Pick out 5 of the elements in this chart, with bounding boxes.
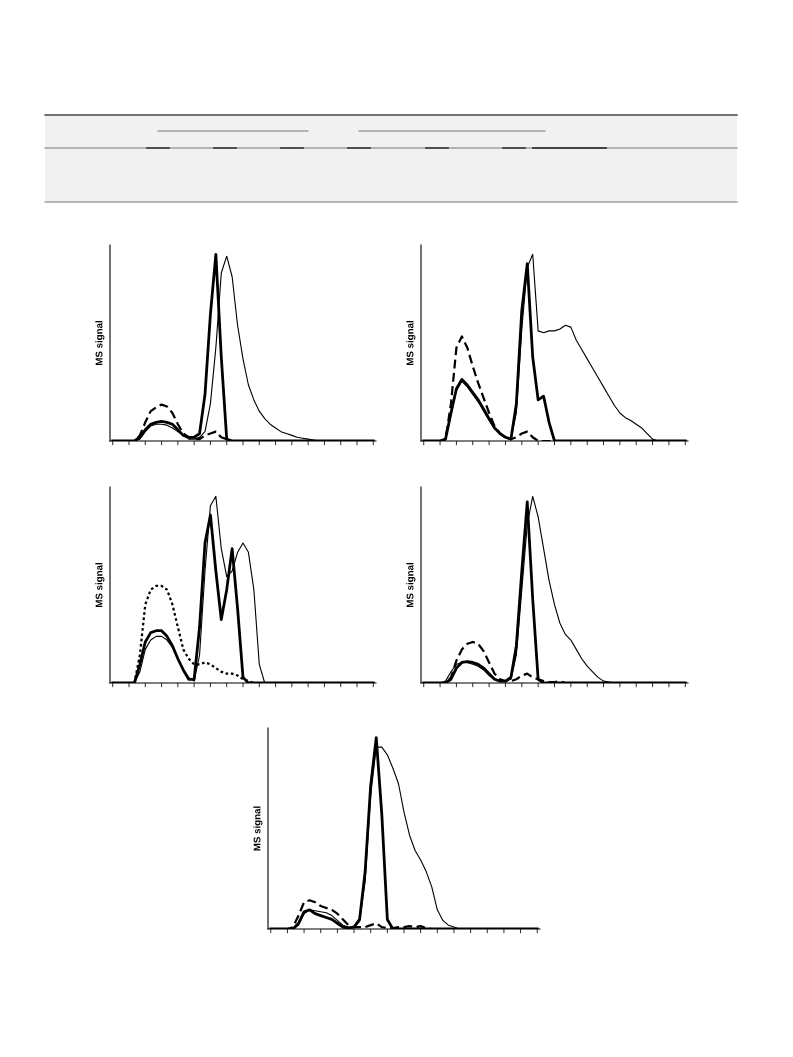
y-axis-title: MS signal (95, 321, 105, 366)
y-axis-title: MS signal (406, 563, 416, 608)
y-axis-title: MS signal (406, 321, 416, 366)
y-axis-title: MS signal (253, 806, 263, 851)
y-axis-title: MS signal (95, 563, 105, 608)
